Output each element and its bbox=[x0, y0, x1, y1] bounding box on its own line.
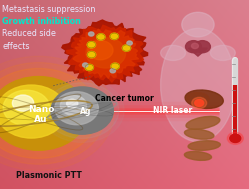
Circle shape bbox=[85, 64, 93, 70]
Circle shape bbox=[83, 63, 88, 67]
Circle shape bbox=[127, 41, 132, 45]
Circle shape bbox=[40, 79, 124, 143]
Circle shape bbox=[55, 92, 98, 125]
Text: Ag: Ag bbox=[80, 107, 92, 116]
Circle shape bbox=[0, 63, 106, 164]
Text: effects: effects bbox=[2, 42, 30, 51]
Polygon shape bbox=[62, 20, 148, 86]
Circle shape bbox=[110, 33, 119, 40]
Circle shape bbox=[0, 56, 114, 170]
Ellipse shape bbox=[186, 116, 220, 129]
Circle shape bbox=[0, 103, 15, 119]
Ellipse shape bbox=[161, 45, 186, 60]
Ellipse shape bbox=[185, 90, 223, 108]
Circle shape bbox=[186, 41, 201, 53]
Circle shape bbox=[194, 41, 210, 53]
Circle shape bbox=[182, 12, 214, 37]
Circle shape bbox=[0, 85, 66, 138]
Circle shape bbox=[89, 32, 94, 36]
Polygon shape bbox=[66, 25, 143, 82]
Circle shape bbox=[122, 45, 131, 51]
Circle shape bbox=[87, 42, 96, 48]
Circle shape bbox=[51, 87, 113, 134]
Text: NIR laser: NIR laser bbox=[153, 106, 192, 115]
Text: Nano
Au: Nano Au bbox=[28, 105, 54, 124]
Ellipse shape bbox=[185, 129, 214, 139]
Circle shape bbox=[0, 68, 98, 158]
Text: Plasmonic PTT: Plasmonic PTT bbox=[16, 171, 81, 180]
Circle shape bbox=[0, 77, 87, 150]
Ellipse shape bbox=[210, 45, 235, 60]
Polygon shape bbox=[188, 48, 207, 56]
Ellipse shape bbox=[187, 92, 209, 105]
Circle shape bbox=[3, 90, 50, 125]
Circle shape bbox=[67, 99, 78, 108]
Circle shape bbox=[195, 100, 204, 106]
Circle shape bbox=[230, 134, 241, 143]
Polygon shape bbox=[73, 29, 139, 78]
Ellipse shape bbox=[184, 151, 212, 160]
Circle shape bbox=[61, 95, 87, 115]
Circle shape bbox=[227, 132, 243, 144]
Circle shape bbox=[111, 63, 119, 69]
Circle shape bbox=[86, 38, 126, 68]
Ellipse shape bbox=[161, 28, 235, 142]
Circle shape bbox=[192, 97, 207, 109]
Circle shape bbox=[0, 106, 11, 115]
Circle shape bbox=[191, 43, 198, 49]
Ellipse shape bbox=[188, 141, 220, 150]
Text: Growth inhibition: Growth inhibition bbox=[2, 17, 81, 26]
Circle shape bbox=[88, 41, 113, 60]
Text: Metastasis suppression: Metastasis suppression bbox=[2, 5, 96, 14]
Circle shape bbox=[97, 34, 105, 40]
Text: Cancer tumor: Cancer tumor bbox=[95, 94, 154, 103]
Circle shape bbox=[87, 51, 96, 58]
Circle shape bbox=[46, 83, 119, 138]
Text: Reduced side: Reduced side bbox=[2, 29, 56, 38]
Circle shape bbox=[110, 69, 116, 73]
Circle shape bbox=[12, 95, 34, 111]
